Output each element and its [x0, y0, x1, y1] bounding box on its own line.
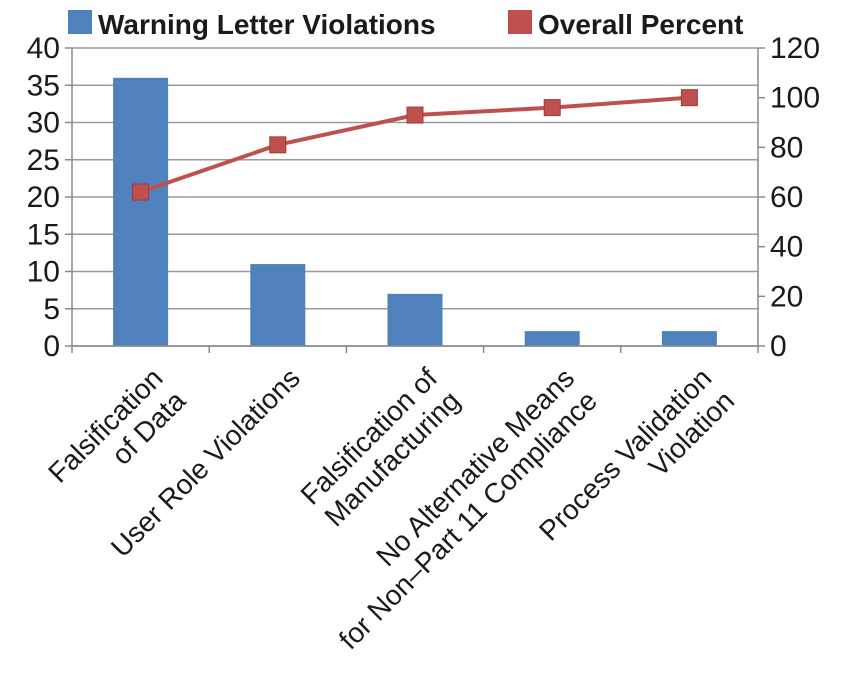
- y-tick-label: 25: [27, 144, 60, 177]
- y-tick-label: 35: [27, 69, 60, 102]
- y-tick-label: 5: [43, 293, 60, 326]
- bar: [524, 331, 580, 346]
- legend-swatch-line: [508, 10, 532, 34]
- percent-marker: [406, 106, 424, 124]
- y2-tick-label: 0: [770, 330, 787, 363]
- line-series: [132, 89, 698, 201]
- y-tick-label: 15: [27, 218, 60, 251]
- y-tick-label: 0: [43, 330, 60, 363]
- left-axis-ticks: 0 5 10 15 20 25 30 35 40: [27, 32, 60, 363]
- legend-swatch-bar: [68, 10, 92, 34]
- bar-series: [113, 77, 717, 347]
- bar: [661, 331, 717, 346]
- bar: [250, 264, 306, 346]
- legend-label-line: Overall Percent: [538, 9, 743, 40]
- y2-tick-label: 80: [770, 131, 803, 164]
- percent-marker: [680, 89, 698, 107]
- bar: [387, 293, 443, 346]
- right-axis-ticks: 0 20 40 60 80 100 120: [770, 32, 820, 363]
- percent-marker: [132, 183, 150, 201]
- y-tick-label: 30: [27, 107, 60, 140]
- legend-label-bar: Warning Letter Violations: [98, 9, 436, 40]
- percent-marker: [269, 136, 287, 154]
- y-tick-label: 40: [27, 32, 60, 65]
- y-tick-label: 20: [27, 181, 60, 214]
- axes: [65, 47, 765, 353]
- legend: Warning Letter Violations Overall Percen…: [68, 9, 743, 40]
- bar: [113, 77, 169, 347]
- y2-tick-label: 20: [770, 280, 803, 313]
- gridlines: [72, 47, 758, 347]
- y-tick-label: 10: [27, 256, 60, 289]
- y2-tick-label: 100: [770, 82, 820, 115]
- y2-tick-label: 120: [770, 32, 820, 65]
- y2-tick-label: 60: [770, 181, 803, 214]
- percent-marker: [543, 99, 561, 117]
- y2-tick-label: 40: [770, 231, 803, 264]
